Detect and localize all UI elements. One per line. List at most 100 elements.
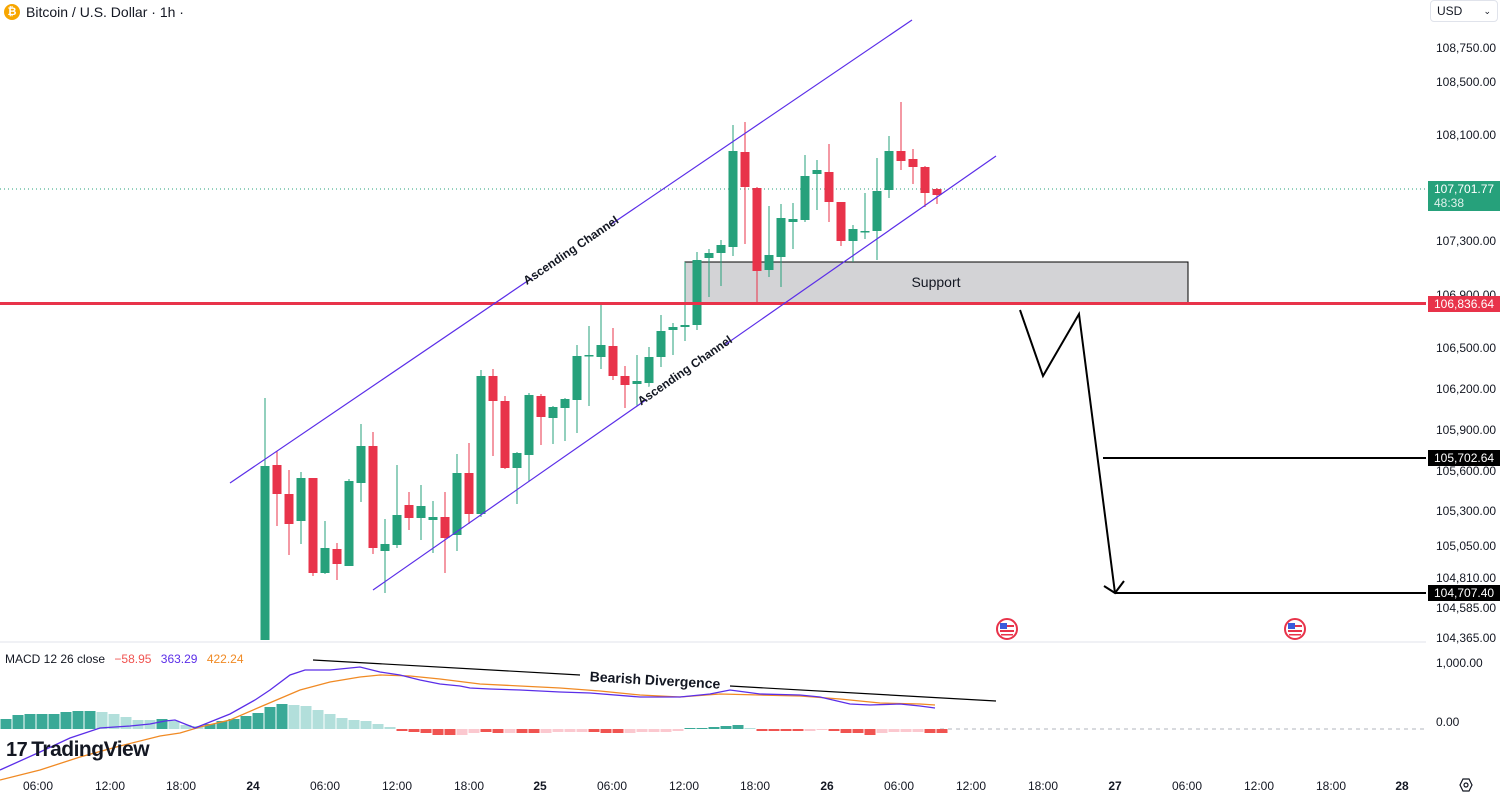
- histogram-bar: [180, 725, 192, 729]
- candle-body: [704, 253, 714, 258]
- candle-body: [908, 159, 918, 167]
- price-tick-label: 108,750.00: [1436, 41, 1497, 55]
- price-tick-label: 106,200.00: [1436, 382, 1497, 396]
- candle-body: [296, 478, 306, 521]
- candle-body: [680, 325, 690, 327]
- histogram-bar: [876, 729, 888, 733]
- chart-header: ₿ Bitcoin / U.S. Dollar · 1h ·: [4, 2, 184, 22]
- us-flag-event-icon[interactable]: [1284, 618, 1306, 640]
- candle-body: [668, 327, 678, 330]
- histogram-bar: [684, 728, 696, 729]
- time-tick-label: 27: [1108, 779, 1122, 793]
- histogram-bar: [756, 729, 768, 731]
- histogram-bar: [252, 713, 264, 729]
- histogram-bar: [624, 729, 636, 733]
- target1-price-tag: 105,702.64: [1428, 450, 1500, 466]
- histogram-bar: [840, 729, 852, 733]
- histogram-bar: [288, 705, 300, 729]
- candle-body: [932, 189, 942, 195]
- candle-body: [368, 446, 378, 548]
- histogram-bar: [900, 729, 912, 732]
- tradingview-logo[interactable]: 17 TradingView: [6, 738, 150, 762]
- histogram-bar: [864, 729, 876, 735]
- histogram-bar: [60, 712, 72, 729]
- histogram-bar: [516, 729, 528, 733]
- histogram-bar: [48, 714, 60, 729]
- macd-tick-label: 0.00: [1436, 715, 1460, 729]
- candle-body: [440, 517, 450, 538]
- price-tick-label: 108,100.00: [1436, 128, 1497, 142]
- currency-select[interactable]: USD ⌄: [1430, 0, 1498, 22]
- bearish-divergence-label: Bearish Divergence: [589, 668, 721, 692]
- time-tick-label: 18:00: [1315, 779, 1347, 793]
- support-label: Support: [911, 274, 960, 290]
- time-tick-label: 26: [820, 779, 834, 793]
- candle-body: [872, 191, 882, 231]
- histogram-bar: [708, 727, 720, 729]
- time-tick-label: 06:00: [596, 779, 628, 793]
- candle-body: [416, 506, 426, 518]
- candle-body: [692, 260, 702, 325]
- divergence-line-right[interactable]: [729, 685, 997, 702]
- time-tick-label: 18:00: [453, 779, 485, 793]
- histogram-bar: [552, 729, 564, 732]
- candle-body: [344, 481, 354, 566]
- candle-body: [884, 151, 894, 190]
- histogram-bar: [312, 710, 324, 729]
- candle-body: [608, 346, 618, 376]
- histogram-bar: [360, 721, 372, 729]
- time-tick-label: 24: [246, 779, 260, 793]
- histogram-bar: [744, 728, 756, 729]
- us-flag-event-icon[interactable]: [996, 618, 1018, 640]
- price-tick-label: 108,500.00: [1436, 75, 1497, 89]
- candle-body: [920, 167, 930, 193]
- candle-body: [308, 478, 318, 573]
- price-tick-label: 104,585.00: [1436, 601, 1497, 615]
- price-tick-label: 107,300.00: [1436, 234, 1497, 248]
- histogram-bar: [792, 729, 804, 731]
- symbol-title[interactable]: Bitcoin / U.S. Dollar · 1h ·: [26, 4, 184, 20]
- candle-body: [836, 202, 846, 241]
- price-tick-label: 104,810.00: [1436, 571, 1497, 585]
- histogram-bar: [300, 706, 312, 729]
- projection-path[interactable]: [1019, 309, 1116, 594]
- time-tick-label: 06:00: [22, 779, 54, 793]
- macd-legend[interactable]: MACD 12 26 close −58.95 363.29 422.24: [5, 652, 250, 666]
- upper-channel-label: Ascending Channel: [521, 213, 622, 288]
- histogram-bar: [576, 729, 588, 732]
- histogram-bar: [732, 725, 744, 729]
- histogram-bar: [888, 729, 900, 732]
- candle-body: [740, 152, 750, 187]
- histogram-bar: [336, 718, 348, 729]
- candle-body: [728, 151, 738, 247]
- candle-body: [560, 399, 570, 408]
- histogram-bar: [540, 729, 552, 733]
- candle-body: [752, 188, 762, 271]
- divergence-line-left[interactable]: [312, 659, 581, 676]
- histogram-bar: [204, 724, 216, 729]
- chevron-down-icon: ⌄: [1483, 5, 1491, 16]
- price-tick-label: 105,300.00: [1436, 504, 1497, 518]
- current-price-tag: 107,701.77 48:38: [1428, 181, 1500, 211]
- histogram-bar: [600, 729, 612, 733]
- candle-body: [284, 494, 294, 524]
- histogram-bar: [648, 729, 660, 732]
- tradingview-logo-text: TradingView: [31, 738, 150, 761]
- settings-gear-icon[interactable]: [1459, 778, 1473, 792]
- histogram-bar: [108, 714, 120, 729]
- histogram-bar: [240, 716, 252, 729]
- candle-body: [764, 255, 774, 270]
- candle-body: [500, 401, 510, 468]
- candle-body: [716, 245, 726, 253]
- candle-body: [404, 505, 414, 518]
- candle-body: [788, 219, 798, 222]
- histogram-bar: [324, 714, 336, 729]
- candle-body: [392, 515, 402, 545]
- candle-body: [488, 376, 498, 401]
- histogram-bar: [936, 729, 948, 733]
- tradingview-logo-icon: 17: [6, 738, 28, 761]
- histogram-bar: [96, 712, 108, 729]
- histogram-bar: [720, 726, 732, 729]
- time-tick-label: 06:00: [309, 779, 341, 793]
